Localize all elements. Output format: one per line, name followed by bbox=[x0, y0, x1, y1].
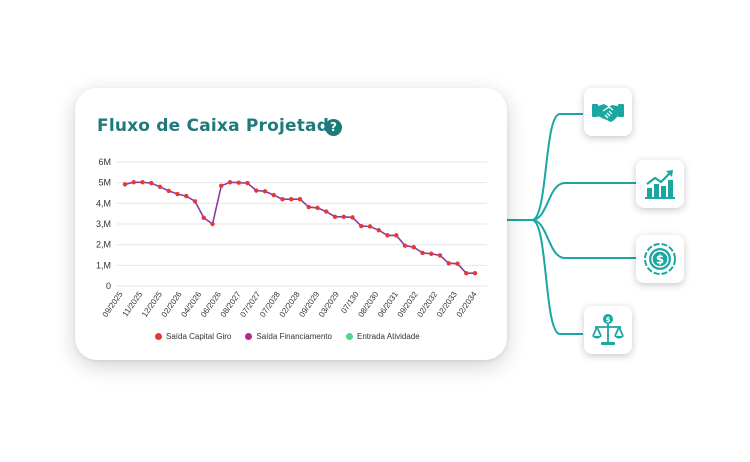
svg-text:$: $ bbox=[656, 253, 664, 267]
growth-chart-icon-box[interactable] bbox=[636, 160, 684, 208]
handshake-icon bbox=[592, 104, 624, 122]
help-icon[interactable]: ? bbox=[325, 119, 342, 136]
balance-scale-icon: $ bbox=[592, 314, 624, 345]
data-point bbox=[227, 180, 233, 185]
data-point bbox=[394, 233, 399, 238]
y-tick-label: 4,M bbox=[96, 198, 111, 208]
legend-label: Saída Financiamento bbox=[256, 332, 332, 341]
legend-item[interactable]: Saída Financiamento bbox=[245, 332, 332, 341]
data-point bbox=[376, 228, 381, 233]
legend-swatch bbox=[345, 333, 353, 340]
data-point bbox=[315, 205, 320, 211]
data-point bbox=[271, 192, 276, 198]
legend-item[interactable]: Entrada Atividade bbox=[345, 332, 420, 341]
data-point bbox=[472, 270, 478, 276]
handshake-icon-box[interactable] bbox=[584, 88, 632, 136]
legend-item[interactable]: Saída Capital Giro bbox=[155, 332, 231, 341]
dollar-coin-icon: $ bbox=[644, 243, 676, 275]
y-tick-label: 0 bbox=[106, 281, 111, 291]
data-point bbox=[236, 180, 241, 185]
data-point bbox=[245, 180, 250, 186]
legend-swatch bbox=[245, 333, 253, 340]
data-point bbox=[306, 204, 311, 210]
data-point bbox=[332, 214, 338, 219]
y-tick-label: 6M bbox=[98, 157, 111, 167]
x-tick-label: 02/2034 bbox=[455, 290, 479, 319]
data-point bbox=[122, 182, 128, 187]
data-point bbox=[140, 180, 145, 185]
data-point bbox=[429, 251, 434, 256]
data-point bbox=[166, 188, 171, 194]
data-point bbox=[367, 224, 373, 229]
data-point bbox=[210, 221, 215, 227]
data-point bbox=[324, 209, 329, 214]
data-point bbox=[149, 180, 154, 186]
data-point bbox=[219, 183, 224, 188]
legend-label: Entrada Atividade bbox=[356, 332, 420, 341]
data-point bbox=[131, 180, 136, 185]
data-point bbox=[341, 214, 346, 219]
data-point bbox=[254, 188, 259, 193]
data-point bbox=[184, 193, 189, 199]
dollar-coin-icon-box[interactable]: $ bbox=[636, 235, 684, 283]
data-point bbox=[437, 253, 443, 258]
data-point bbox=[289, 197, 294, 202]
data-point bbox=[157, 184, 163, 189]
data-point bbox=[175, 191, 180, 197]
x-tick-label: 03/2029 bbox=[317, 290, 341, 319]
data-point bbox=[385, 233, 390, 238]
y-tick-label: 2,M bbox=[96, 240, 111, 250]
chart-title: Fluxo de Caixa Projetado bbox=[97, 116, 341, 136]
y-tick-label: 1,M bbox=[96, 260, 111, 270]
legend-label: Saída Capital Giro bbox=[166, 332, 232, 341]
cash-flow-card: Fluxo de Caixa Projetado ? 6M 5M 4,M 3,M 2,M… bbox=[75, 88, 507, 360]
growth-chart-icon bbox=[645, 170, 675, 199]
data-point bbox=[262, 189, 268, 194]
data-point bbox=[280, 197, 285, 202]
y-tick-label: 5M bbox=[98, 178, 111, 188]
data-point bbox=[192, 199, 198, 204]
data-point bbox=[464, 270, 469, 276]
balance-scale-icon-box[interactable]: $ bbox=[584, 306, 632, 354]
data-point bbox=[297, 197, 303, 202]
data-point bbox=[455, 261, 460, 266]
data-point bbox=[350, 215, 355, 220]
data-point bbox=[402, 243, 408, 248]
data-point bbox=[446, 261, 451, 266]
data-point bbox=[420, 250, 425, 256]
data-point bbox=[411, 244, 416, 250]
svg-text:$: $ bbox=[606, 316, 611, 324]
data-point bbox=[359, 223, 364, 229]
legend-swatch bbox=[155, 333, 162, 340]
legend: Saída Capital Giro Saída Financiamento E… bbox=[155, 332, 420, 341]
data-point bbox=[201, 215, 206, 220]
y-tick-label: 3,M bbox=[96, 219, 111, 229]
